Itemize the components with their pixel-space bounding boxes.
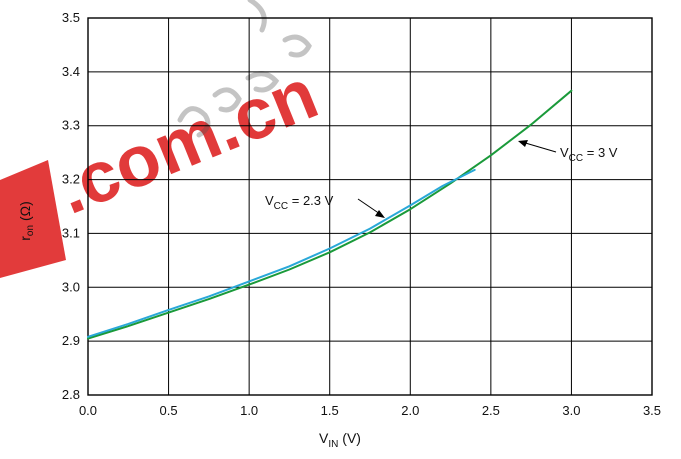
y-tick-label: 3.5: [62, 10, 80, 25]
x-axis-title: VIN (V): [319, 430, 361, 450]
watermark-calligraphy: [177, 0, 312, 138]
y-tick-label: 3.0: [62, 279, 80, 294]
plot-frame: [87, 17, 653, 396]
x-tick-label: 2.5: [482, 403, 500, 418]
x-tick-label: 1.5: [321, 403, 339, 418]
watermark-slab: [0, 160, 66, 278]
y-axis-title: ron (Ω): [17, 201, 36, 240]
plot-area: 0.0 0.5 1.0 1.5 2.0 2.5 3.0 3.5 2.8 2.9 3.0 3.1 3.2…: [62, 10, 661, 418]
watermark: .com.cn: [0, 0, 328, 278]
y-tick-label: 3.1: [62, 225, 80, 240]
y-tick-label: 3.3: [62, 118, 80, 133]
y-tick-label: 3.4: [62, 64, 80, 79]
y-tick-label: 3.2: [62, 172, 80, 187]
x-tick-label: 1.0: [240, 403, 258, 418]
x-tick-label: 0.0: [79, 403, 97, 418]
series-line-vcc_2_3v: [87, 168, 476, 338]
x-tick-label: 0.5: [160, 403, 178, 418]
y-tick-label: 2.8: [62, 387, 80, 402]
series-layer: [87, 89, 573, 340]
annotation-vcc-3v: VCC = 3 V: [518, 140, 618, 164]
y-tick-labels: 2.8 2.9 3.0 3.1 3.2 3.3 3.4 3.5: [62, 10, 80, 402]
series-line-vcc_3v: [87, 89, 573, 340]
grid-lines: [88, 18, 652, 395]
annotation-vcc-3v-label: VCC = 3 V: [560, 145, 618, 164]
annotation-vcc-3v-leader: [521, 141, 557, 153]
annotation-vcc-2-3v: VCC = 2.3 V: [265, 193, 385, 218]
y-tick-label: 2.9: [62, 333, 80, 348]
x-tick-label: 3.5: [643, 403, 661, 418]
annotation-vcc-2-3v-label: VCC = 2.3 V: [265, 193, 334, 212]
x-tick-label: 2.0: [401, 403, 419, 418]
x-tick-labels: 0.0 0.5 1.0 1.5 2.0 2.5 3.0 3.5: [79, 403, 661, 418]
x-tick-label: 3.0: [562, 403, 580, 418]
annotation-vcc-3v-arrowhead: [518, 140, 528, 147]
annotation-vcc-2-3v-leader: [357, 198, 381, 215]
annotation-vcc-2-3v-arrowhead: [375, 210, 385, 218]
